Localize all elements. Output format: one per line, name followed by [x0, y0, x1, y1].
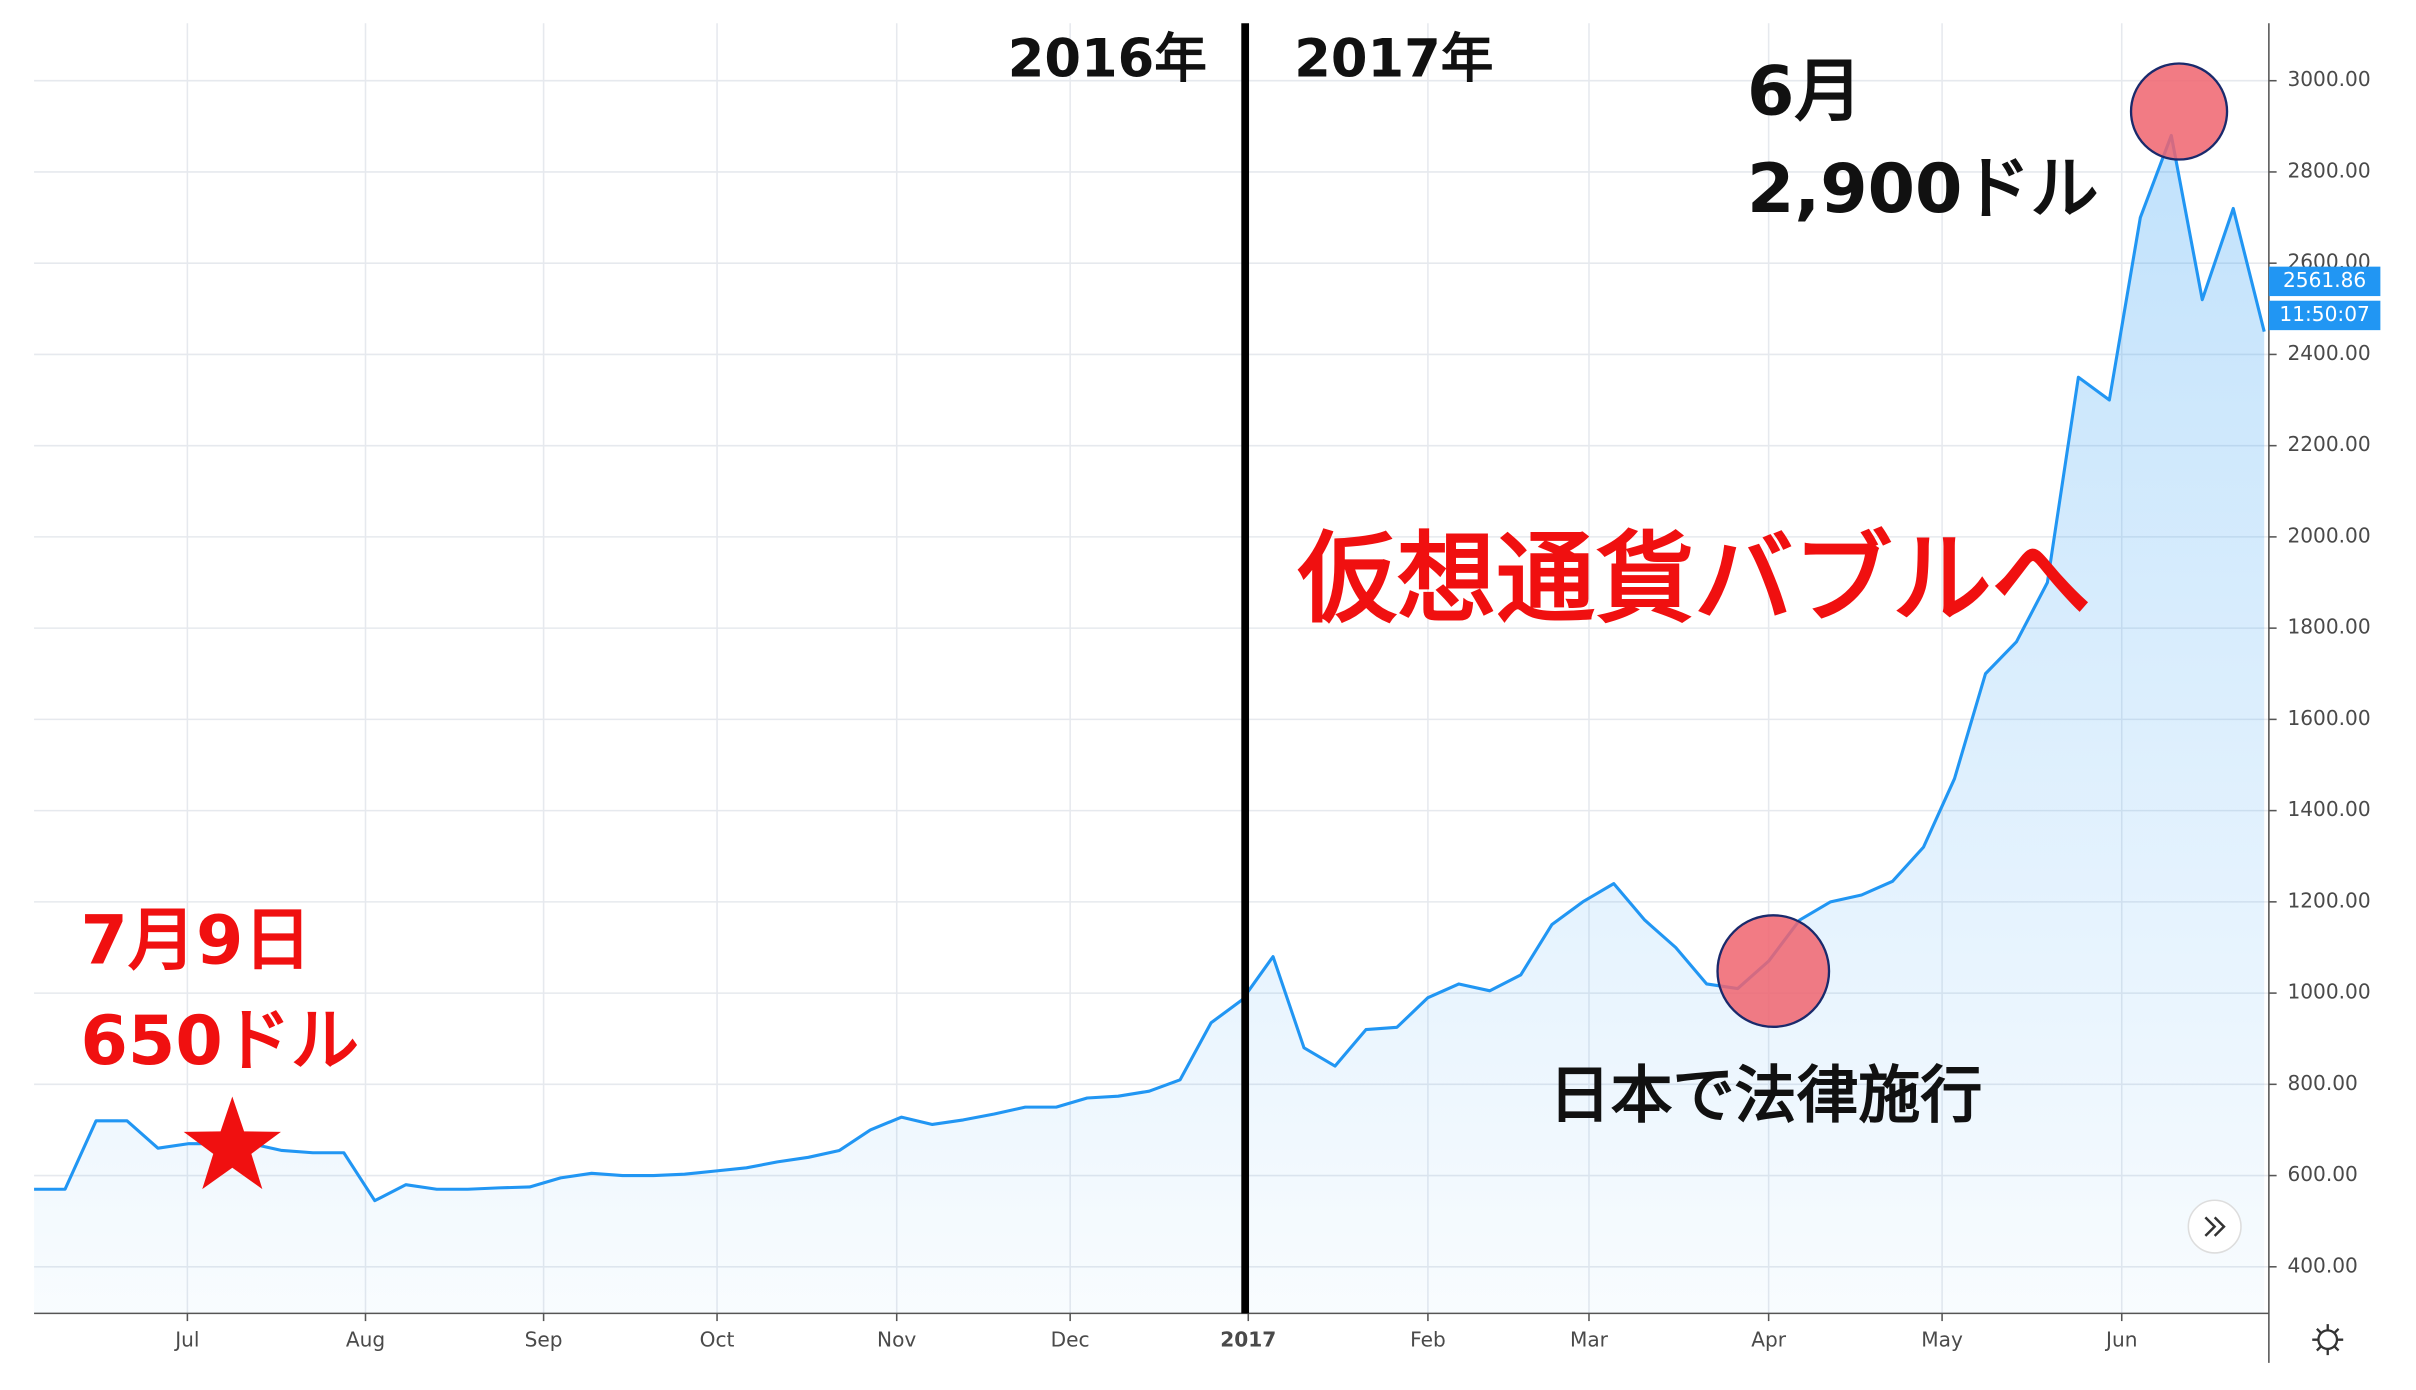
law-circle [1716, 914, 1831, 1028]
x-tick-label: Oct [700, 1328, 735, 1352]
scroll-icon [2204, 1216, 2226, 1237]
time-box [2268, 300, 2381, 331]
y-tick-label: 1400.00 [2287, 797, 2370, 821]
y-tick-label: 2400.00 [2287, 341, 2370, 365]
area-fill [34, 135, 2265, 1314]
last-price-label: 2561.86 [2283, 268, 2366, 292]
y-tick-label: 600.00 [2287, 1162, 2357, 1186]
y-tick-label: 800.00 [2287, 1071, 2357, 1095]
start-price: 650ドル [81, 1002, 359, 1081]
year-left: 2016年 [1008, 29, 1207, 90]
year-right: 2017年 [1294, 29, 1493, 90]
y-tick-label: 2000.00 [2287, 523, 2370, 547]
x-tick-label: Aug [346, 1328, 385, 1352]
peak-circle [2129, 62, 2229, 161]
x-tick-label: Mar [1570, 1328, 1609, 1352]
x-tick-label: May [1921, 1328, 1963, 1352]
peak-month: 6月 [1747, 53, 1863, 132]
y-tick-label: 1800.00 [2287, 615, 2370, 639]
x-tick-label: Jul [173, 1328, 199, 1352]
y-tick-label: 1200.00 [2287, 888, 2370, 912]
y-tick-label: 1600.00 [2287, 706, 2370, 730]
start-date: 7月9日 [81, 901, 312, 980]
time-label: 11:50:07 [2279, 302, 2369, 326]
y-tick-label: 2200.00 [2287, 432, 2370, 456]
peak-price: 2,900ドル [1747, 150, 2099, 229]
x-tick-label: 2017 [1220, 1328, 1276, 1352]
y-tick-label: 3000.00 [2287, 67, 2370, 91]
x-tick-label: Apr [1751, 1328, 1787, 1352]
last-price-box [2268, 266, 2381, 297]
scroll-button[interactable] [2187, 1199, 2242, 1254]
x-tick-label: Nov [877, 1328, 916, 1352]
y-tick-label: 2800.00 [2287, 158, 2370, 182]
x-tick-label: Sep [525, 1328, 563, 1352]
law-label: 日本で法律施行 [1549, 1060, 1983, 1132]
y-tick-label: 400.00 [2287, 1253, 2357, 1277]
price-line [34, 133, 2266, 1203]
x-tick-label: Feb [1410, 1328, 1446, 1352]
gear-teeth [2312, 1324, 2344, 1356]
headline: 仮想通貨バブルへ [1297, 522, 2091, 637]
y-tick-label: 1000.00 [2287, 980, 2370, 1004]
axes: 400.00 600.00 800.00 1000.00 1200.00 1400.00 1… [173, 67, 2381, 1352]
plot [34, 133, 2266, 1314]
star [183, 1096, 281, 1190]
settings-button[interactable] [2312, 1324, 2344, 1356]
x-tick-label: Dec [1051, 1328, 1090, 1352]
x-tick-label: Jun [2104, 1328, 2137, 1352]
